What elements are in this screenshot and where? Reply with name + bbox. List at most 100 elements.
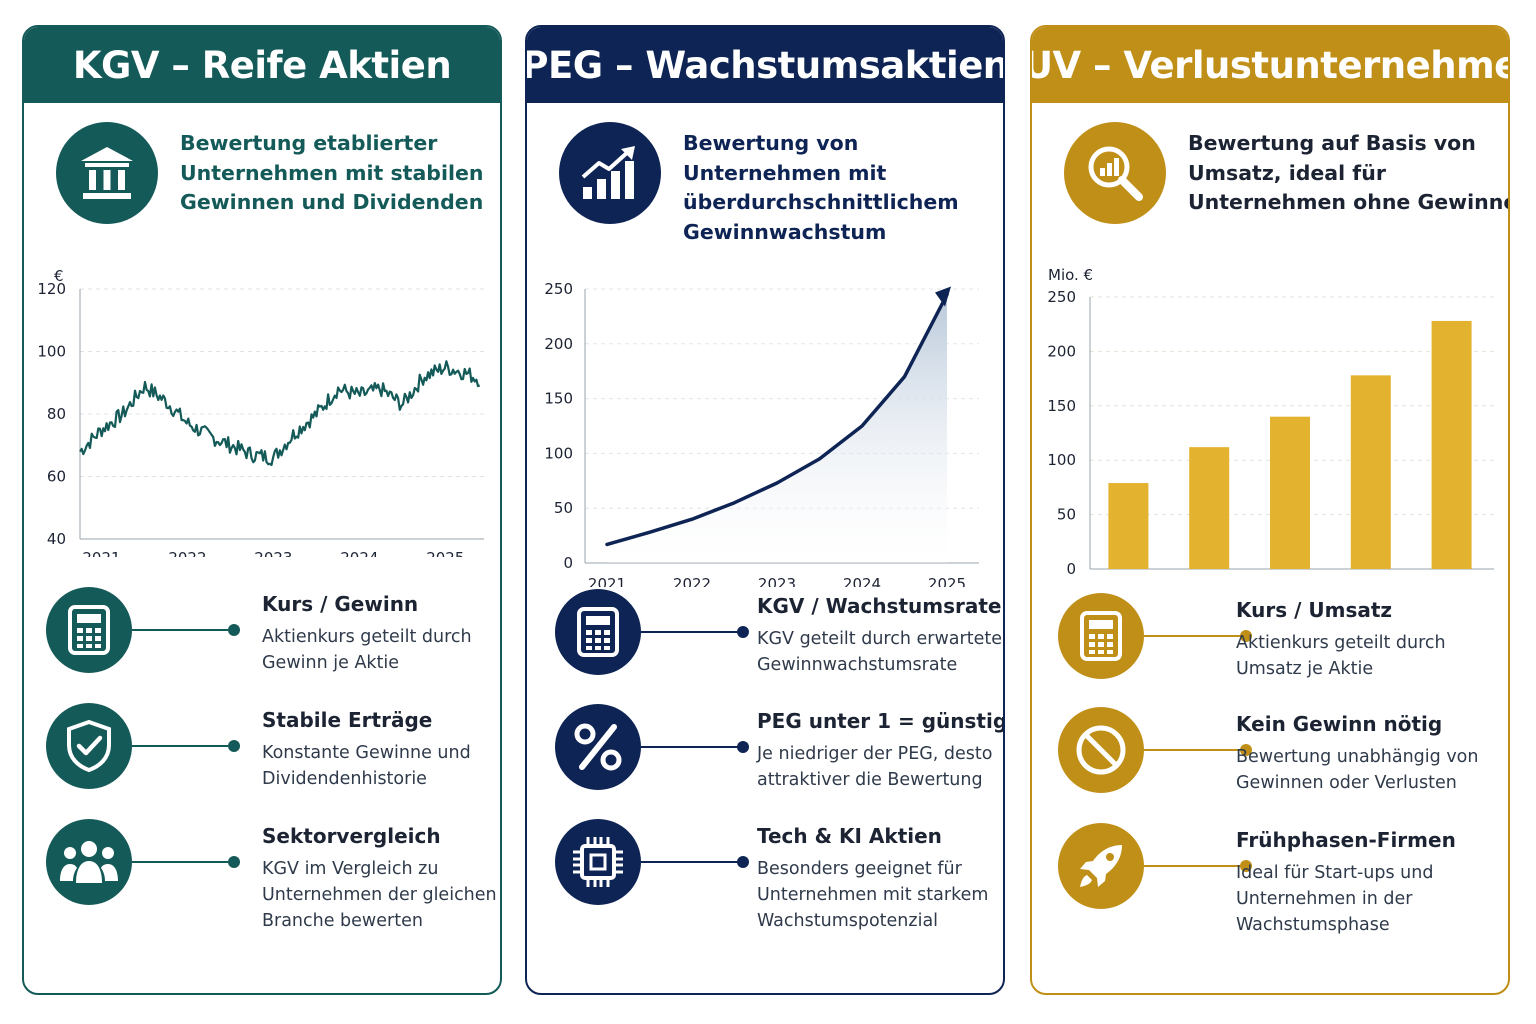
kgv-feature-stabile-ertraege: Stabile Erträge Konstante Gewinne und Di… (46, 703, 496, 813)
peg-feature-peg-unter-1: PEG unter 1 = günstig Je niedriger der P… (555, 704, 1005, 814)
x-tick-label: 2024 (340, 549, 378, 557)
feature-title: Frühphasen-Firmen (1236, 828, 1456, 852)
peg-card: PEG – Wachstumsaktien Bewertung von Unte… (525, 25, 1005, 995)
connector-dot (228, 856, 240, 868)
y-tick-label: 250 (1047, 288, 1076, 306)
connector-dot (737, 856, 749, 868)
y-tick-label: 50 (1057, 506, 1076, 524)
rocket-icon (1058, 823, 1144, 909)
kgv-intro-text: Bewertung etablierter Unternehmen mit st… (180, 131, 484, 214)
x-tick-label: 2025 (426, 549, 464, 557)
feature-desc: Konstante Gewinne und Dividendenhistorie (262, 743, 471, 789)
feature-title: KGV / Wachstumsrate (757, 594, 1002, 618)
connector-dot (1240, 860, 1252, 872)
feature-title: Kurs / Umsatz (1236, 598, 1393, 622)
connector-line (1144, 749, 1246, 751)
feature-desc: Je niedriger der PEG, desto attraktiver … (757, 744, 993, 790)
y-tick-label: 100 (1047, 451, 1076, 469)
people-icon (46, 819, 132, 905)
connector-dot (1240, 744, 1252, 756)
kuv-bar-chart: Mio. €0501001502002502021202220232024202… (1047, 266, 1494, 577)
percent-icon (555, 704, 641, 790)
calculator-icon (1058, 593, 1144, 679)
kgv-feature-sektorvergleich: Sektorvergleich KGV im Vergleich zu Unte… (46, 819, 497, 931)
y-axis-unit: € (54, 267, 64, 285)
y-tick-label: 60 (47, 468, 66, 486)
connector-line (132, 861, 234, 863)
y-tick-label: 120 (37, 280, 66, 298)
feature-title: Kurs / Gewinn (262, 592, 419, 616)
peg-card-title: PEG – Wachstumsaktien (527, 27, 1003, 103)
peg-intro-text: Bewertung von Unternehmen mit überdurchs… (683, 131, 959, 244)
feature-title: Sektorvergleich (262, 824, 441, 848)
y-tick-label: 100 (544, 444, 573, 462)
price-line (79, 360, 481, 467)
x-tick-label: 2023 (758, 575, 796, 587)
feature-desc: KGV im Vergleich zu Unternehmen der glei… (262, 859, 497, 931)
connector-line (1144, 865, 1246, 867)
feature-title: Kein Gewinn nötig (1236, 712, 1443, 736)
kuv-feature-kein-gewinn: Kein Gewinn nötig Bewertung unabhängig v… (1058, 707, 1508, 817)
connector-dot (737, 741, 749, 753)
shield-check-icon (46, 703, 132, 789)
feature-title: Tech & KI Aktien (757, 824, 942, 848)
connector-dot (228, 624, 240, 636)
y-tick-label: 100 (37, 343, 66, 361)
peg-feature-tech-ki: Tech & KI Aktien Besonders geeignet für … (555, 819, 1003, 931)
kgv-card: KGV – Reife Aktien Bewertung etablierter… (22, 25, 502, 995)
kuv-intro: Bewertung auf Basis von Umsatz, ideal fü… (1062, 119, 1508, 229)
y-tick-label: 50 (554, 499, 573, 517)
bar-2024 (1350, 375, 1391, 569)
y-axis-unit: Mio. € (1048, 266, 1093, 284)
growth-line (605, 292, 949, 547)
bar-2025 (1431, 320, 1472, 569)
peg-intro: Bewertung von Unternehmen mit überdurchs… (557, 119, 993, 244)
bar-2022 (1189, 447, 1230, 569)
feature-desc: Aktienkurs geteilt durch Umsatz je Aktie (1236, 633, 1446, 679)
kuv-card-title: KUV – Verlustunternehmen (1032, 27, 1508, 103)
y-tick-label: 40 (47, 530, 66, 548)
feature-title: PEG unter 1 = günstig (757, 709, 1005, 733)
feature-desc: Bewertung unabhängig von Gewinnen oder V… (1236, 747, 1479, 793)
x-tick-label: 2022 (673, 575, 711, 587)
kgv-feature-kurs-gewinn: Kurs / Gewinn Aktienkurs geteilt durch G… (46, 587, 496, 697)
connector-dot (737, 626, 749, 638)
y-tick-label: 200 (544, 335, 573, 353)
connector-line (641, 631, 743, 633)
x-tick-label: 2021 (82, 549, 120, 557)
connector-dot (228, 740, 240, 752)
chip-icon (555, 819, 641, 905)
peg-area-chart: 0 50 100 150 200 250 2021 2022 2023 2024 2025 (544, 280, 979, 587)
bank-icon (56, 122, 158, 224)
x-tick-label: 2022 (168, 549, 206, 557)
feature-desc: Besonders geeignet für Unternehmen mit s… (757, 859, 989, 931)
y-tick-label: 250 (544, 280, 573, 298)
x-tick-label: 2024 (843, 575, 881, 587)
feature-title: Stabile Erträge (262, 708, 433, 732)
bar-2021 (1108, 483, 1149, 569)
calculator-icon (46, 587, 132, 673)
peg-feature-kgv-wachstumsrate: KGV / Wachstumsrate KGV geteilt durch er… (555, 589, 1003, 699)
growth-area (607, 294, 947, 563)
kuv-intro-text: Bewertung auf Basis von Umsatz, ideal fü… (1188, 131, 1510, 214)
connector-line (132, 629, 234, 631)
feature-desc: Ideal für Start-ups und Unternehmen in d… (1236, 863, 1434, 935)
y-tick-label: 0 (1066, 560, 1076, 577)
calculator-icon (555, 589, 641, 675)
growth-chart-icon (559, 122, 661, 224)
y-tick-label: 80 (47, 405, 66, 423)
y-tick-label: 150 (544, 390, 573, 408)
kuv-card: KUV – Verlustunternehmen Bewertung auf B… (1030, 25, 1510, 995)
x-tick-label: 2021 (588, 575, 626, 587)
kuv-feature-fruehphasen: Frühphasen-Firmen Ideal für Start-ups un… (1058, 823, 1508, 935)
prohibited-icon (1058, 707, 1144, 793)
kgv-line-chart: €40 60 80 100 120 2021 2022 2023 2024 2025 (37, 267, 484, 557)
connector-line (132, 745, 234, 747)
y-tick-label: 0 (563, 554, 573, 572)
connector-dot (1240, 630, 1252, 642)
connector-line (1144, 635, 1246, 637)
x-tick-label: 2023 (254, 549, 292, 557)
x-tick-label: 2025 (928, 575, 966, 587)
y-tick-label: 200 (1047, 342, 1076, 360)
growth-arrowhead (935, 286, 951, 307)
